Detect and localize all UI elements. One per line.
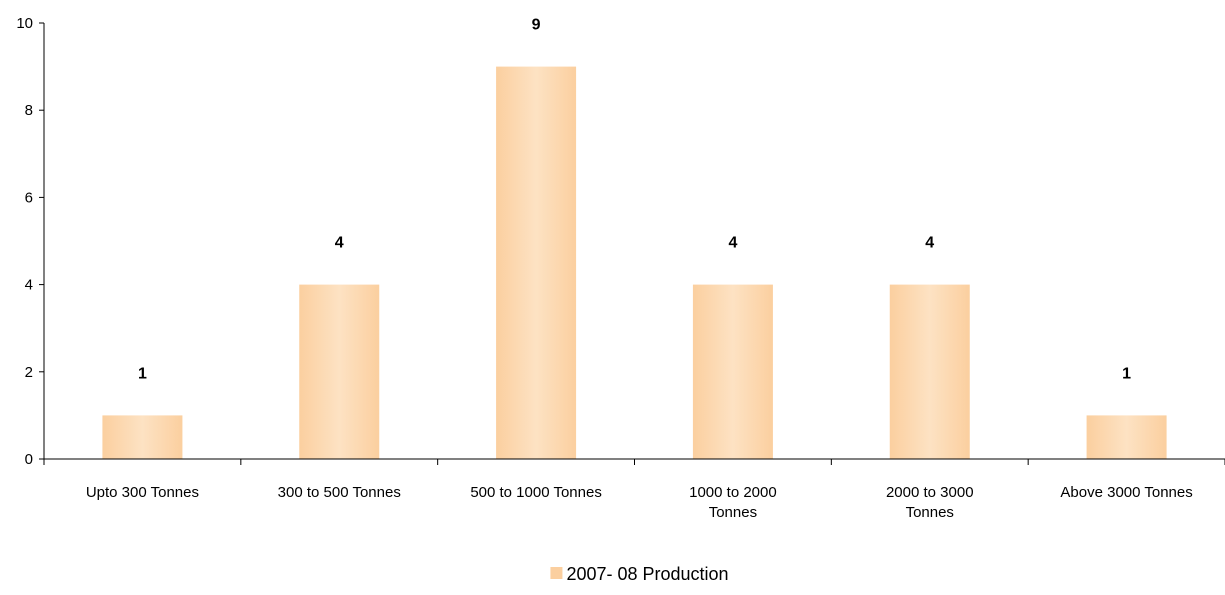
data-label-5: 1 — [1122, 365, 1131, 382]
y-tick-label-2: 4 — [25, 277, 33, 294]
bar-4[interactable] — [889, 284, 970, 459]
category-label-1: 300 to 500 Tonnes — [278, 484, 401, 501]
y-tick-label-1: 2 — [25, 364, 33, 381]
y-tick-label-3: 6 — [25, 189, 33, 206]
category-labels: Upto 300 Tonnes 300 to 500 Tonnes 500 to 1… — [86, 484, 1193, 521]
data-label-1: 4 — [335, 235, 344, 252]
bar-1[interactable] — [299, 284, 380, 459]
category-label-5: Above 3000 Tonnes — [1060, 484, 1192, 501]
bar-0[interactable] — [102, 415, 183, 459]
bars-layer — [102, 66, 1167, 459]
y-tick-label-5: 10 — [16, 15, 33, 32]
legend-label: 2007- 08 Production — [566, 564, 728, 584]
y-tick-label-4: 8 — [25, 102, 33, 119]
data-label-0: 1 — [138, 365, 147, 382]
legend-swatch — [550, 567, 563, 579]
bar-3[interactable] — [692, 284, 773, 459]
category-label-0: Upto 300 Tonnes — [86, 484, 199, 501]
category-label-2: 500 to 1000 Tonnes — [470, 484, 602, 501]
legend[interactable]: 2007- 08 Production — [550, 564, 729, 584]
bar-5[interactable] — [1086, 415, 1167, 459]
x-axis-ticks — [43, 459, 1225, 465]
data-label-3: 4 — [728, 235, 737, 252]
category-label-4: 2000 to 3000 Tonnes — [886, 484, 974, 521]
data-label-2: 9 — [532, 17, 541, 34]
data-label-4: 4 — [925, 235, 934, 252]
bar-2[interactable] — [496, 66, 577, 459]
category-label-3: 1000 to 2000 Tonnes — [689, 484, 777, 521]
y-axis-ticks: 0 2 4 6 8 10 — [16, 15, 44, 468]
y-tick-label-0: 0 — [25, 451, 33, 468]
